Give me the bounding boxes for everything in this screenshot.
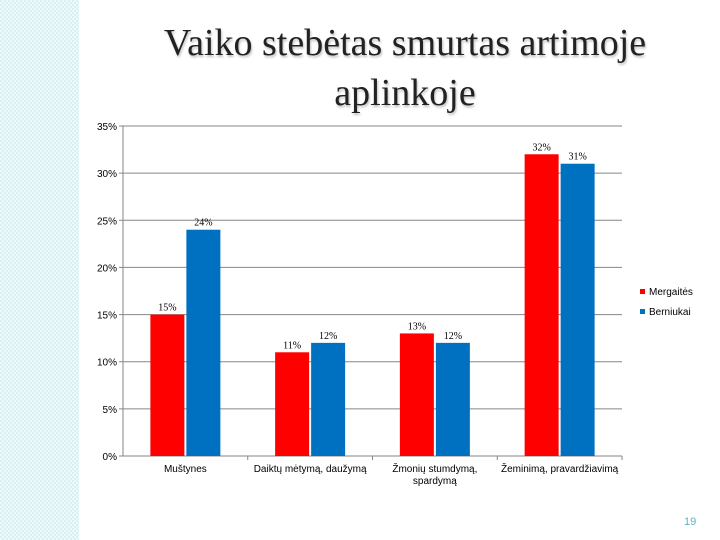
bar bbox=[560, 163, 595, 456]
y-tick-label: 0% bbox=[103, 452, 118, 463]
data-label: 13% bbox=[408, 321, 426, 332]
y-tick-label: 10% bbox=[97, 358, 117, 369]
legend-swatch bbox=[640, 289, 645, 294]
legend-label: Mergaitės bbox=[649, 287, 693, 298]
y-tick-label: 30% bbox=[97, 169, 117, 180]
y-tick-label: 25% bbox=[97, 216, 117, 227]
data-label: 11% bbox=[283, 340, 301, 351]
bar bbox=[186, 229, 221, 456]
data-label: 12% bbox=[444, 331, 462, 342]
bar bbox=[524, 154, 559, 457]
slide-title: Vaiko stebėtas smurtas artimoje aplinkoj… bbox=[163, 22, 647, 114]
data-label: 24% bbox=[194, 218, 212, 229]
y-tick-label: 35% bbox=[97, 122, 117, 133]
data-label: 15% bbox=[158, 303, 176, 314]
decorative-side-strip bbox=[0, 0, 79, 540]
y-tick-label: 20% bbox=[97, 263, 117, 274]
data-label: 31% bbox=[568, 152, 586, 163]
bar bbox=[435, 342, 470, 456]
x-tick-label: spardymą bbox=[413, 476, 457, 487]
data-label: 12% bbox=[319, 331, 337, 342]
x-tick-label: Muštynes bbox=[164, 464, 207, 475]
bar bbox=[275, 352, 310, 456]
y-tick-label: 5% bbox=[103, 405, 118, 416]
bar bbox=[311, 342, 346, 456]
legend-swatch bbox=[640, 309, 645, 314]
page-number: 19 bbox=[684, 516, 697, 528]
x-tick-label: Daiktų mėtymą, daužymą bbox=[254, 464, 367, 475]
y-tick-label: 15% bbox=[97, 311, 117, 322]
bar bbox=[399, 333, 434, 456]
data-label: 32% bbox=[532, 142, 550, 153]
x-tick-label: Žeminimą, pravardžiavimą bbox=[501, 462, 619, 475]
bar bbox=[150, 314, 185, 456]
legend-label: Berniukai bbox=[649, 307, 691, 318]
x-tick-label: Žmonių stumdymą, bbox=[392, 462, 477, 475]
